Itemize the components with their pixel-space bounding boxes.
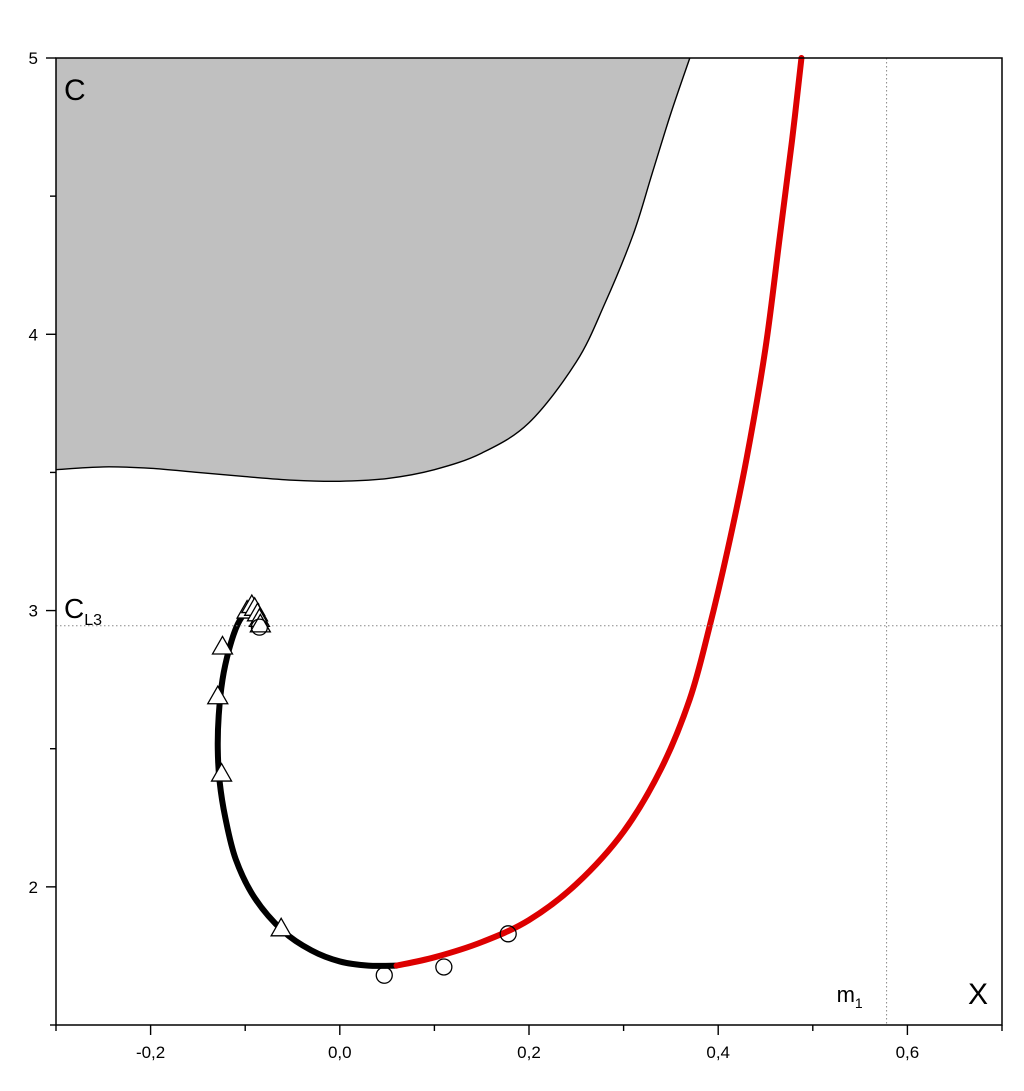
annotation-m1: m1 xyxy=(837,982,863,1011)
annotation-cl3: CL3 xyxy=(64,593,102,629)
y-tick-label: 5 xyxy=(29,49,38,68)
x-tick-label: 0,6 xyxy=(896,1043,920,1062)
x-tick-label: 0,2 xyxy=(517,1043,541,1062)
forbidden-region-boundary xyxy=(55,57,691,483)
triangle-marker xyxy=(206,684,229,705)
marker-layer xyxy=(206,593,517,984)
triangle-marker xyxy=(249,613,272,633)
x-tick-label: 0,4 xyxy=(706,1043,730,1062)
triangle-marker xyxy=(270,916,293,937)
x-axis-label: X xyxy=(968,978,988,1011)
circle-marker xyxy=(499,925,517,943)
circle-marker xyxy=(375,966,393,984)
triangle-marker xyxy=(211,635,234,655)
circle-marker xyxy=(435,958,453,976)
tick-layer: -0,2 0,0 0,2 0,4 0,6 2 3 4 5 xyxy=(29,49,1003,1062)
series-line-1 xyxy=(214,602,400,969)
y-tick-label: 3 xyxy=(29,602,38,621)
x-tick-label: -0,2 xyxy=(136,1043,165,1062)
annotation-m1-sub: 1 xyxy=(855,995,863,1011)
triangle-marker xyxy=(210,762,233,782)
series-line-2 xyxy=(393,55,805,969)
circle-marker xyxy=(250,618,269,636)
annotation-cl3-main: C xyxy=(64,593,84,624)
y-tick-label: 2 xyxy=(29,878,38,897)
x-tick-label: 0,0 xyxy=(328,1043,352,1062)
annotation-cl3-sub: L3 xyxy=(84,612,102,629)
series-layer xyxy=(214,55,805,969)
y-tick-label: 4 xyxy=(29,325,38,344)
y-axis-label: C xyxy=(64,74,86,107)
forbidden-region xyxy=(56,58,690,482)
annotation-m1-main: m xyxy=(837,982,855,1007)
